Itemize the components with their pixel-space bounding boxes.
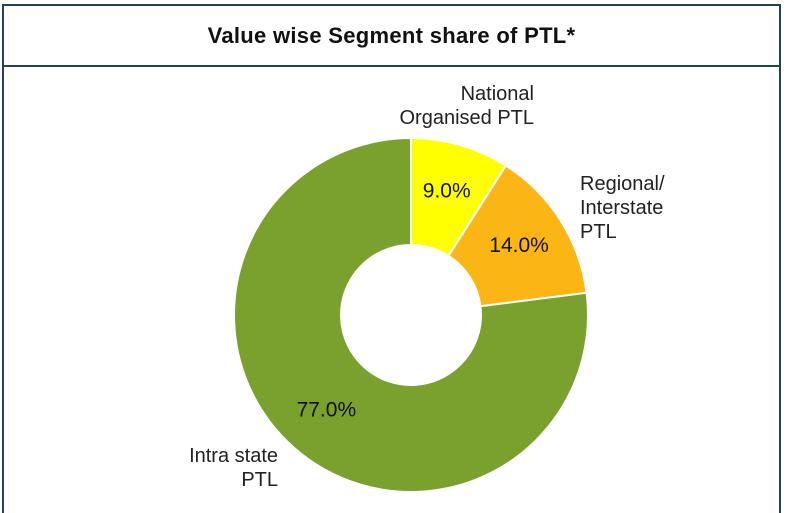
data-label: 77.0%: [297, 399, 357, 422]
data-label: 14.0%: [489, 234, 549, 257]
chart-title: Value wise Segment share of PTL*: [4, 6, 779, 67]
category-label: Intra state PTL: [189, 445, 278, 491]
donut-slice: [447, 164, 588, 308]
chart-frame: Value wise Segment share of PTL*: [2, 4, 781, 513]
donut-slice: [233, 136, 589, 493]
category-label: Regional/ Interstate PTL: [580, 173, 665, 243]
category-label: National Organised PTL: [399, 83, 534, 129]
data-label: 9.0%: [423, 180, 471, 203]
